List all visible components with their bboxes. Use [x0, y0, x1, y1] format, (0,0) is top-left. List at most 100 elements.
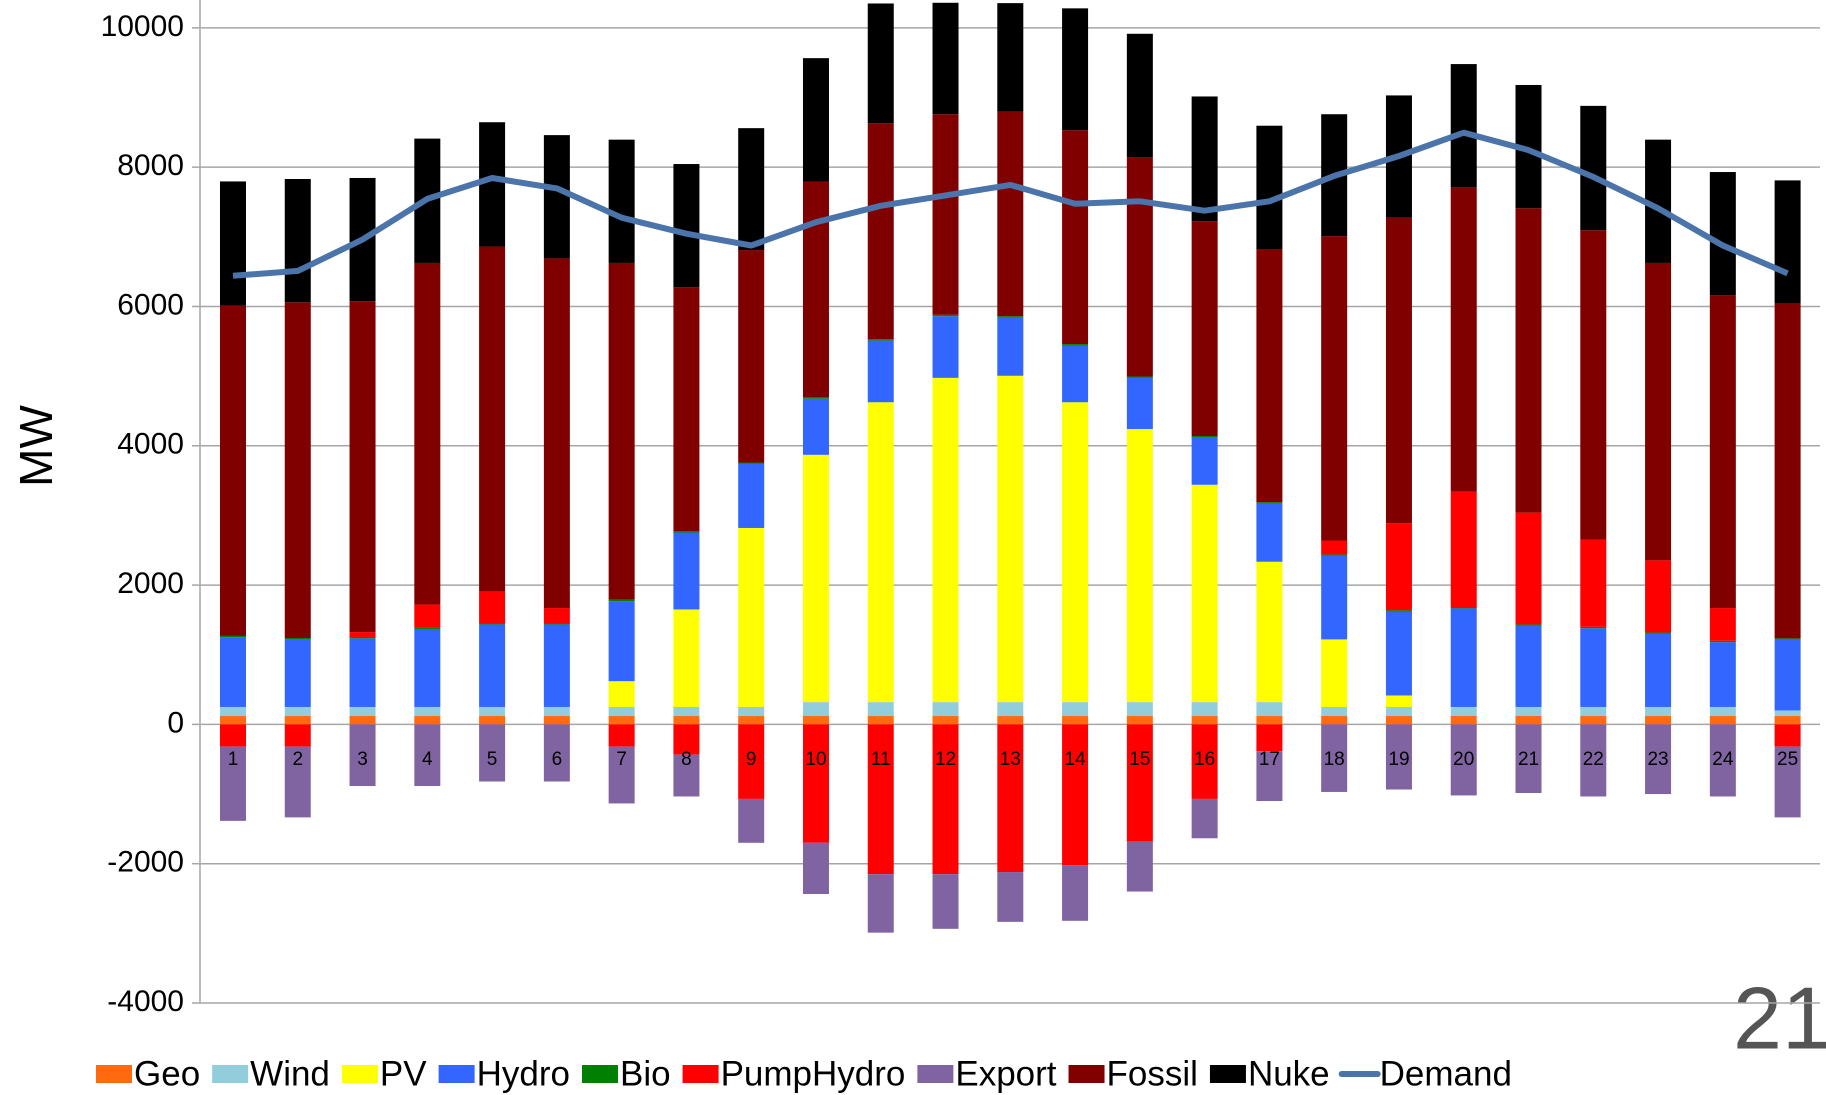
legend-swatch: [581, 1065, 618, 1083]
bar-segment: [1321, 724, 1348, 792]
bar-segment: [284, 179, 311, 303]
bar-segment: [1321, 540, 1348, 555]
bar-segment: [1709, 295, 1736, 609]
bar-segment: [867, 123, 894, 340]
bar-segment: [479, 706, 506, 717]
bar-segment: [1126, 377, 1153, 430]
bar-segment: [867, 340, 894, 403]
x-tick-label: 7: [616, 749, 627, 770]
x-tick-label: 8: [681, 749, 692, 770]
bar-segment: [1645, 560, 1672, 633]
legend-label: Geo: [134, 1054, 200, 1093]
bar-segment: [738, 462, 765, 464]
legend-label: Export: [955, 1054, 1056, 1093]
bar-segment: [608, 706, 635, 717]
bar-segment: [1580, 724, 1607, 797]
bar-segment: [1515, 208, 1542, 513]
y-tick-label: 6000: [117, 288, 184, 321]
bar-segment: [479, 591, 506, 624]
bar-segment: [932, 724, 959, 875]
bar-segment: [219, 716, 246, 725]
legend-swatch: [341, 1065, 378, 1083]
bar-segment: [1321, 555, 1348, 640]
bar-segment: [1709, 642, 1736, 707]
bar-segment: [479, 724, 506, 782]
bar-segment: [349, 636, 376, 639]
bar-segment: [932, 874, 959, 929]
bar-segment: [284, 724, 311, 747]
x-tick-label: 25: [1777, 749, 1798, 770]
x-tick-label: 20: [1453, 749, 1474, 770]
bar-segment: [219, 724, 246, 747]
bar-segment: [1062, 8, 1089, 131]
bar-segment: [414, 628, 441, 707]
bar-segment: [997, 375, 1024, 703]
bar-segment: [1385, 523, 1412, 611]
legend-swatch: [438, 1065, 475, 1083]
x-tick-label: 22: [1583, 749, 1604, 770]
bar-segment: [1321, 236, 1348, 541]
bar-segment: [802, 58, 829, 182]
bar-segment: [1385, 217, 1412, 524]
bar-segment: [1774, 710, 1801, 717]
bar-segment: [1645, 632, 1672, 634]
bar-segment: [1321, 639, 1348, 707]
y-tick-label: 2000: [117, 567, 184, 600]
bar-segment: [1062, 702, 1089, 717]
bar-segment: [608, 716, 635, 725]
bar-segment: [1191, 221, 1218, 437]
bar-segment: [738, 724, 765, 799]
bar-segment: [608, 599, 635, 602]
legend-label: Fossil: [1107, 1054, 1198, 1093]
x-tick-label: 17: [1259, 749, 1280, 770]
bar-segment: [1645, 262, 1672, 561]
bar-segment: [608, 262, 635, 600]
x-tick-label: 19: [1388, 749, 1409, 770]
bar-segment: [1385, 610, 1412, 612]
bar-segment: [1321, 716, 1348, 725]
legend-swatch: [96, 1065, 132, 1083]
bar-segment: [1062, 402, 1089, 703]
bar-segment: [608, 746, 635, 804]
bar-segment: [997, 3, 1024, 112]
legend-swatch: [682, 1065, 719, 1083]
x-tick-label: 12: [935, 749, 956, 770]
bar-segment: [802, 397, 829, 399]
bar-segment: [1774, 746, 1801, 818]
x-tick-label: 15: [1129, 749, 1150, 770]
legend-swatch: [917, 1065, 954, 1083]
bar-segment: [1774, 180, 1801, 304]
bar-segment: [1515, 716, 1542, 725]
bar-segment: [1126, 716, 1153, 725]
bar-segment: [802, 724, 829, 843]
bar-segment: [932, 114, 959, 315]
bar-segment: [1385, 706, 1412, 717]
bar-segment: [284, 302, 311, 639]
x-tick-label: 5: [487, 749, 498, 770]
bar-segment: [608, 724, 635, 747]
bar-segment: [284, 746, 311, 818]
y-tick-label: -4000: [107, 985, 184, 1018]
bar-segment: [1709, 640, 1736, 643]
legend-label: Hydro: [477, 1054, 570, 1093]
bar-segment: [479, 624, 506, 707]
bar-segment: [1580, 105, 1607, 231]
bar-segment: [932, 316, 959, 378]
bar-segment: [997, 716, 1024, 725]
bar-segment: [1256, 702, 1283, 717]
bar-segment: [1256, 503, 1283, 562]
x-tick-label: 14: [1065, 749, 1087, 770]
bar-segment: [1385, 724, 1412, 790]
bar-segment: [1126, 429, 1153, 703]
y-tick-label: -2000: [107, 846, 184, 879]
bar-segment: [479, 246, 506, 592]
bar-segment: [673, 609, 700, 707]
bar-segment: [1126, 724, 1153, 842]
bar-segment: [284, 716, 311, 725]
bar-segment: [608, 139, 635, 263]
x-tick-label: 1: [228, 749, 239, 770]
bar-segment: [802, 398, 829, 455]
bar-segment: [1191, 484, 1218, 703]
y-axis-label: MW: [10, 405, 62, 487]
bar-segment: [1062, 345, 1089, 403]
